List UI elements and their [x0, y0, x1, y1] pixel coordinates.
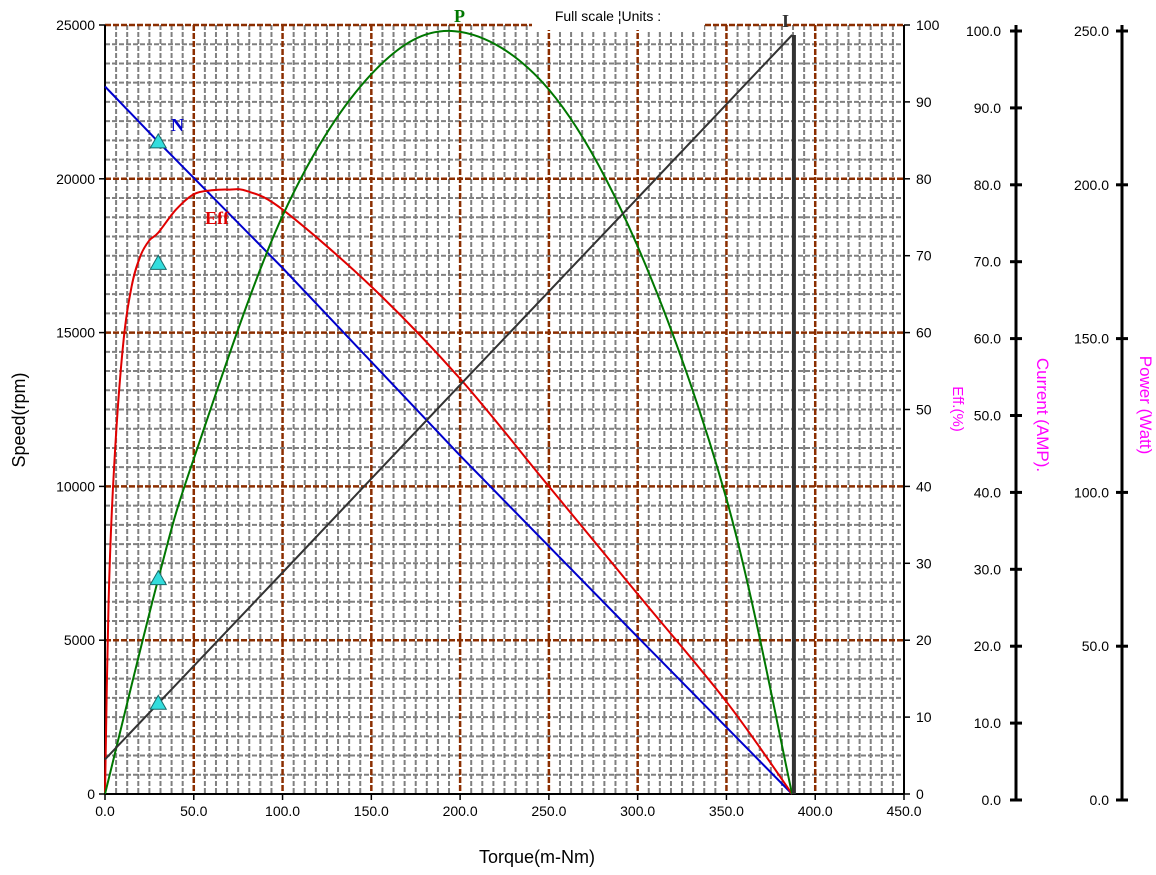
series-line-p	[104, 29, 794, 795]
series-line-n	[104, 85, 793, 795]
power-axis-label: Power (Watt)	[1136, 356, 1155, 455]
eff-tick-label: 100	[916, 17, 940, 33]
power-tick-label: 0.0	[1090, 792, 1110, 808]
eff-tick-label: 60	[916, 325, 932, 341]
eff-tick-label: 20	[916, 632, 932, 648]
current-tick-label: 70.0	[974, 254, 1001, 270]
current-tick-label: 40.0	[974, 484, 1001, 500]
eff-axis-label: Eff.(%)	[949, 386, 966, 432]
x-tick-label: 50.0	[180, 803, 207, 819]
x-tick-label: 150.0	[354, 803, 389, 819]
speed-axis-ticks: 0 5000 10000 15000 20000 25000	[56, 17, 105, 802]
current-tick-label: 60.0	[974, 331, 1001, 347]
series-label-n: N	[171, 115, 184, 135]
power-axis: 0.0 50.0 100.0 150.0 200.0 250.0	[1074, 23, 1128, 808]
series-label-eff: Eff	[205, 208, 230, 228]
x-tick-label: 250.0	[531, 803, 566, 819]
power-tick-label: 150.0	[1074, 331, 1109, 347]
power-tick-label: 250.0	[1074, 23, 1109, 39]
marker-triangle	[149, 694, 168, 710]
speed-tick-label: 5000	[64, 632, 95, 648]
series-line-eff	[104, 188, 793, 795]
x-tick-label: 450.0	[886, 803, 921, 819]
power-tick-label: 100.0	[1074, 484, 1109, 500]
current-tick-label: 10.0	[974, 715, 1001, 731]
current-tick-label: 0.0	[982, 792, 1002, 808]
eff-tick-label: 50	[916, 402, 932, 418]
current-axis: 0.0 10.0 20.0 30.0 40.0 50.0 60.0 70.0 80.0 90.0 1…	[966, 23, 1022, 808]
speed-tick-label: 25000	[56, 17, 95, 33]
eff-tick-label: 80	[916, 171, 932, 187]
x-tick-label: 200.0	[443, 803, 478, 819]
x-tick-label: 0.0	[95, 803, 115, 819]
power-tick-label: 50.0	[1082, 638, 1109, 654]
series-label-p: P	[454, 6, 465, 26]
current-tick-label: 20.0	[974, 638, 1001, 654]
current-tick-label: 80.0	[974, 177, 1001, 193]
power-tick-label: 200.0	[1074, 177, 1109, 193]
x-tick-label: 300.0	[620, 803, 655, 819]
series-line-i	[104, 34, 793, 761]
chart-header: Full scale ¦Units :	[555, 8, 661, 24]
operating-point-markers	[149, 132, 168, 710]
eff-tick-label: 10	[916, 709, 932, 725]
current-tick-label: 100.0	[966, 23, 1001, 39]
eff-tick-label: 40	[916, 478, 932, 494]
current-tick-label: 50.0	[974, 408, 1001, 424]
speed-tick-label: 10000	[56, 478, 95, 494]
series-label-i: I	[782, 11, 789, 31]
speed-tick-label: 0	[87, 786, 95, 802]
speed-axis-label: Speed(rpm)	[9, 372, 29, 467]
eff-tick-label: 0	[916, 786, 924, 802]
current-tick-label: 30.0	[974, 561, 1001, 577]
speed-tick-label: 20000	[56, 171, 95, 187]
header-backdrop	[532, 8, 704, 30]
x-tick-label: 350.0	[709, 803, 744, 819]
marker-triangle	[149, 254, 168, 270]
marker-triangle	[149, 569, 168, 586]
eff-tick-label: 90	[916, 94, 932, 110]
eff-tick-label: 70	[916, 248, 932, 264]
x-axis-label: Torque(m-Nm)	[479, 847, 595, 867]
marker-triangle	[149, 132, 168, 149]
current-tick-label: 90.0	[974, 100, 1001, 116]
speed-tick-label: 15000	[56, 325, 95, 341]
x-axis-ticks: 0.0 50.0 100.0 150.0 200.0 250.0 300.0 350.0 400…	[95, 794, 922, 819]
eff-tick-label: 30	[916, 555, 932, 571]
eff-axis-ticks: 0 10 20 30 40 50 60 70 80 90 100	[904, 17, 940, 802]
curves	[104, 29, 796, 795]
x-tick-label: 100.0	[265, 803, 300, 819]
x-tick-label: 400.0	[798, 803, 833, 819]
grid	[105, 8, 904, 794]
current-axis-label: Current (AMP).	[1033, 358, 1052, 472]
